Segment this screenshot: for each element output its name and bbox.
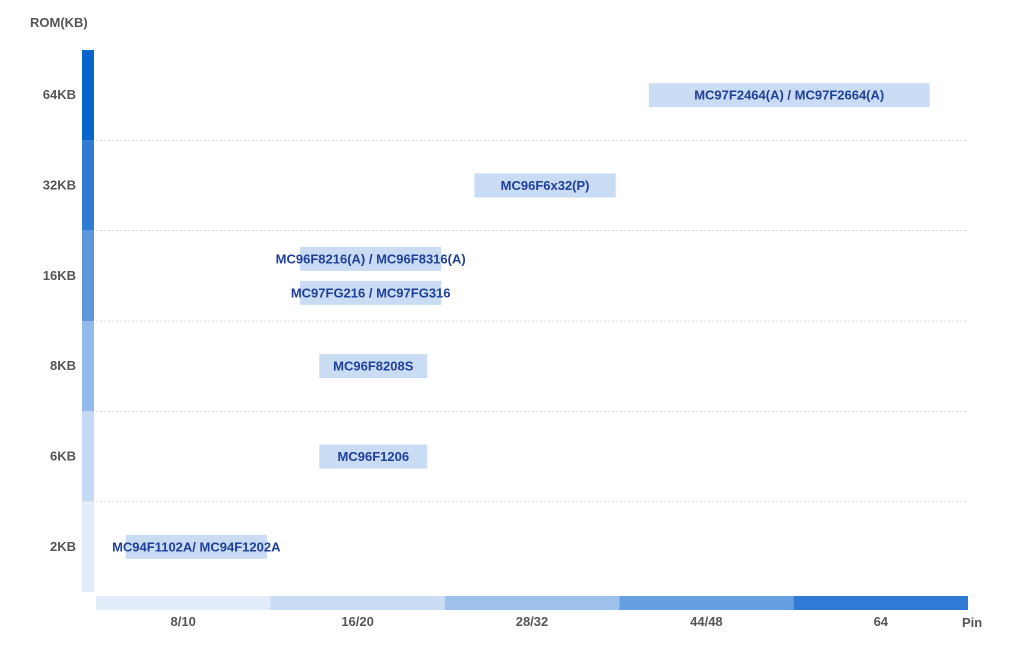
bar-rect xyxy=(300,246,442,271)
y-axis-title: ROM(KB) xyxy=(30,15,88,30)
bar-label: MC96F1206 xyxy=(338,449,410,464)
bar-mc96f1206: MC96F1206 xyxy=(319,444,428,469)
y-tick-32kb: 32KB xyxy=(43,178,76,193)
y-tick-6kb: 6KB xyxy=(50,449,76,464)
y-strip-segment-64kb xyxy=(82,50,94,141)
grid-lines xyxy=(96,139,968,503)
y-tick-64kb: 64KB xyxy=(43,87,76,102)
y-strip-segment-16kb xyxy=(82,230,94,321)
bar-label: MC96F8208S xyxy=(333,359,414,374)
bar-rect xyxy=(474,173,616,198)
bar-mc96f6x32-p: MC96F6x32(P) xyxy=(474,173,616,198)
bar-label: MC97FG216 / MC97FG316 xyxy=(291,285,451,300)
bar-rect xyxy=(125,534,267,559)
x-strip-segment-44-48 xyxy=(619,596,794,610)
x-axis-title: Pin xyxy=(962,615,982,630)
y-tick-2kb: 2KB xyxy=(50,539,76,554)
bar-mc97f2464-a-mc97f2664-a: MC97F2464(A) / MC97F2664(A) xyxy=(648,83,930,108)
bar-mc94f1102a-mc94f1202a: MC94F1102A/ MC94F1202A xyxy=(112,534,281,559)
x-strip-segment-28-32 xyxy=(444,596,620,610)
bar-rect xyxy=(319,444,428,469)
y-axis-ticks: 64KB 32KB 16KB 8KB 6KB 2KB xyxy=(43,87,76,554)
x-axis-color-strip xyxy=(96,596,968,610)
x-tick-44-48: 44/48 xyxy=(690,614,723,629)
bar-label: MC97F2464(A) / MC97F2664(A) xyxy=(694,88,884,103)
bar-rect xyxy=(300,280,442,305)
bar-label: MC96F8216(A) / MC96F8316(A) xyxy=(276,251,466,266)
bar-mc97fg216-mc97fg316: MC97FG216 / MC97FG316 xyxy=(291,280,451,305)
x-strip-segment-8-10 xyxy=(96,596,271,610)
bar-label: MC96F6x32(P) xyxy=(501,178,590,193)
x-tick-64: 64 xyxy=(874,614,889,629)
y-strip-segment-6kb xyxy=(82,411,94,502)
x-strip-segment-64 xyxy=(793,596,968,610)
bars-group: MC97F2464(A) / MC97F2664(A) MC96F6x32(P) M… xyxy=(112,83,930,559)
x-tick-16-20: 16/20 xyxy=(341,614,374,629)
y-tick-8kb: 8KB xyxy=(50,358,76,373)
bar-rect xyxy=(648,83,930,108)
y-tick-16kb: 16KB xyxy=(43,268,76,283)
x-tick-8-10: 8/10 xyxy=(171,614,196,629)
y-axis-color-strip xyxy=(82,50,94,592)
y-strip-segment-32kb xyxy=(82,140,94,231)
x-strip-segment-16-20 xyxy=(270,596,445,610)
bar-mc96f8216-a-mc96f8316-a: MC96F8216(A) / MC96F8316(A) xyxy=(276,246,466,271)
y-strip-segment-2kb xyxy=(82,501,94,592)
y-strip-segment-8kb xyxy=(82,321,94,412)
x-axis-ticks: 8/10 16/20 28/32 44/48 64 xyxy=(171,614,889,629)
bar-rect xyxy=(319,354,428,379)
bar-mc96f8208s: MC96F8208S xyxy=(319,354,428,379)
bar-label: MC94F1102A/ MC94F1202A xyxy=(112,539,281,554)
x-tick-28-32: 28/32 xyxy=(516,614,549,629)
